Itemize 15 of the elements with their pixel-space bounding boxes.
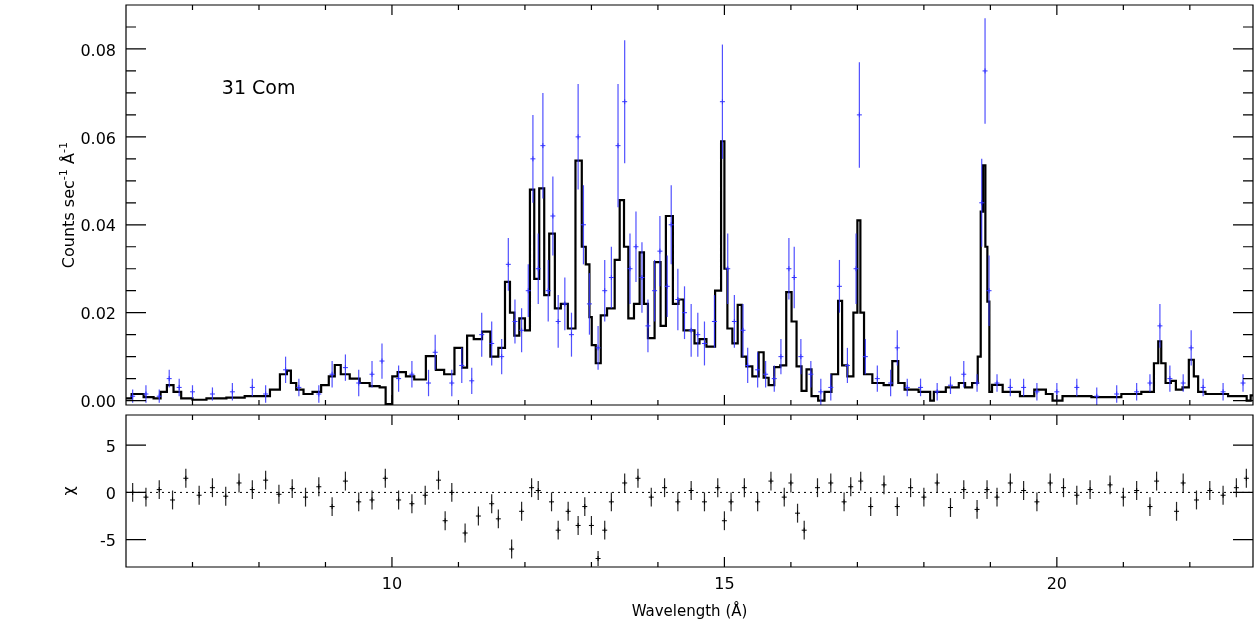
y-tick-label: 0.02 <box>80 304 116 324</box>
y-axis-title: Counts sec-1 Å-1 <box>56 141 79 269</box>
y-tick-label: 0.04 <box>80 216 116 236</box>
annotation: 31 Com <box>221 75 296 98</box>
x-axis-title: Wavelength (Å) <box>631 601 748 621</box>
y-tick-label: 0.06 <box>80 128 116 148</box>
x-tick-label: 10 <box>381 574 403 594</box>
y-tick-label: 0.00 <box>80 392 116 412</box>
y-tick-label: 0 <box>105 484 116 504</box>
y-tick-label: 5 <box>105 436 116 456</box>
y-tick-label: 0.08 <box>80 40 116 60</box>
x-tick-label: 15 <box>714 574 735 594</box>
y-tick-label: -5 <box>100 531 116 551</box>
x-tick-label: 20 <box>1046 574 1068 594</box>
y-axis-title: χ <box>59 486 79 496</box>
